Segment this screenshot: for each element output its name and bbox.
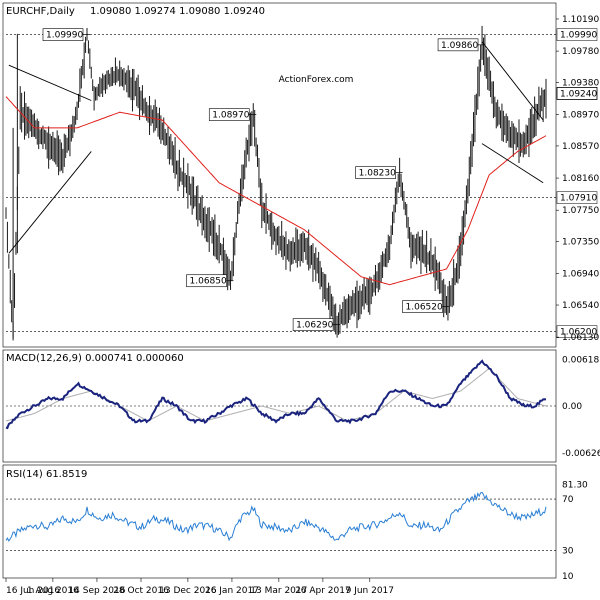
price-hlevels: 1.09990 1.07910 1.06200 xyxy=(6,28,598,338)
price-bars xyxy=(5,25,547,341)
annotation-box-1.06520 xyxy=(402,300,443,313)
annotation-box-1.09860 xyxy=(437,38,479,52)
annotation-box-1.06290 xyxy=(292,318,334,331)
macd-lines xyxy=(5,359,547,430)
current-price-box xyxy=(556,87,598,100)
price-y-tick-label: 1.09380 xyxy=(562,78,599,88)
price-channels xyxy=(8,41,544,254)
price-y-tick-label: 1.07350 xyxy=(562,238,599,248)
annotation-box-1.09990 xyxy=(42,28,84,41)
annotation-box-1.08230 xyxy=(355,166,396,179)
price-header-label: EURCHF,Daily xyxy=(6,6,75,17)
watermark: ActionForex.com xyxy=(279,75,354,85)
annotation-label-1.08970: 1.08970 xyxy=(212,111,249,121)
x-tick-label: 1 Aug 2016 xyxy=(27,586,79,596)
x-tick-label: 16 Jun 2016 xyxy=(6,586,60,596)
rsi-header: RSI(14) 61.8519 xyxy=(6,469,87,480)
rsi-panel-frame xyxy=(2,464,557,579)
x-tick-label: 9 Jun 2017 xyxy=(346,586,394,596)
x-tick-label: 13 Dec 2016 xyxy=(159,586,217,596)
rsi-lines xyxy=(5,491,547,542)
channel-upper-line xyxy=(8,64,92,101)
rsi-y-tick-label: 70 xyxy=(562,495,574,505)
price-y-axis: 1.10190 1.09780 1.09380 1.08970 1.08570 1.081… xyxy=(556,15,599,343)
x-tick-label: 13 Mar 2017 xyxy=(250,586,307,596)
price-y-tick-label: 1.09780 xyxy=(562,47,599,57)
price-y-tick-label: 1.08570 xyxy=(562,142,599,152)
level-label-1.09990: 1.09990 xyxy=(560,31,597,41)
price-header-values: 1.09080 1.09274 1.09080 1.09240 xyxy=(90,6,265,17)
level-box-1.09990 xyxy=(556,28,598,41)
x-tick-label: 28 Oct 2016 xyxy=(113,586,169,596)
rsi-y-tick-label: 10 xyxy=(562,572,574,582)
annotation-label-1.09860: 1.09860 xyxy=(441,41,478,51)
macd-y-axis: 0.00618 0.00 -0.00626 xyxy=(562,356,600,459)
x-tick-label: 26 Apr 2017 xyxy=(295,586,351,596)
level-box-1.07910 xyxy=(556,191,598,204)
price-y-tick-label: 1.06130 xyxy=(562,333,599,343)
annotation-label-1.06850: 1.06850 xyxy=(190,277,227,287)
down-channel-lower-line xyxy=(481,143,544,184)
macd-y-tick-label: -0.00626 xyxy=(562,449,600,459)
rsi-y-tick-label: 30 xyxy=(562,546,574,556)
annotation-box-1.06850 xyxy=(186,274,227,288)
price-y-tick-label: 1.08160 xyxy=(562,174,599,184)
x-tick-label: 26 Jan 2017 xyxy=(205,586,259,596)
annotation-label-1.09990: 1.09990 xyxy=(46,31,83,41)
level-label-1.07910: 1.07910 xyxy=(560,194,597,204)
macd-header: MACD(12,26,9) 0.000741 0.000060 xyxy=(6,353,184,364)
price-panel-frame xyxy=(2,2,557,348)
rsi-y-tick-label: 81.30 xyxy=(562,481,588,491)
current-price-label: 1.09240 xyxy=(560,89,597,99)
macd-y-tick-label: 0.00618 xyxy=(562,356,599,366)
level-label-1.06200: 1.06200 xyxy=(560,328,597,338)
price-panel: ActionForex.com 1.09990 1.07910 1.06200 1.… xyxy=(2,2,599,348)
level-box-1.06200 xyxy=(556,325,598,338)
price-y-tick-label: 1.06940 xyxy=(562,270,599,280)
price-ma xyxy=(5,96,547,286)
down-channel-upper-line xyxy=(481,41,544,121)
annotation-label-1.06520: 1.06520 xyxy=(406,303,443,313)
annotation-label-1.06290: 1.06290 xyxy=(296,321,333,331)
x-tick-label: 14 Sep 2016 xyxy=(68,586,125,596)
price-y-tick-label: 1.08970 xyxy=(562,111,599,121)
moving-average-line xyxy=(5,96,547,286)
rsi-y-axis: 81.30 70 30 10 xyxy=(562,481,588,582)
annotation-label-1.08230: 1.08230 xyxy=(359,169,396,179)
price-y-tick-label: 1.07750 xyxy=(562,206,599,216)
rsi-panel: 81.30 70 30 10 RSI(14) 61.8519 xyxy=(2,464,588,582)
macd-y-tick-label: 0.00 xyxy=(562,402,582,412)
price-annotations: 1.09990 1.08970 1.06850 1.06290 1.08230 1.065… xyxy=(42,28,486,331)
price-y-tick-label: 1.06540 xyxy=(562,301,599,311)
channel-lower-line xyxy=(8,151,92,254)
price-y-tick-label: 1.10190 xyxy=(562,15,599,25)
annotation-box-1.08970 xyxy=(208,108,250,121)
macd-panel: 0.00618 0.00 -0.00626 MACD(12,26,9) 0.0007… xyxy=(2,349,600,463)
rsi-line xyxy=(5,491,547,542)
macd-line xyxy=(5,359,547,430)
